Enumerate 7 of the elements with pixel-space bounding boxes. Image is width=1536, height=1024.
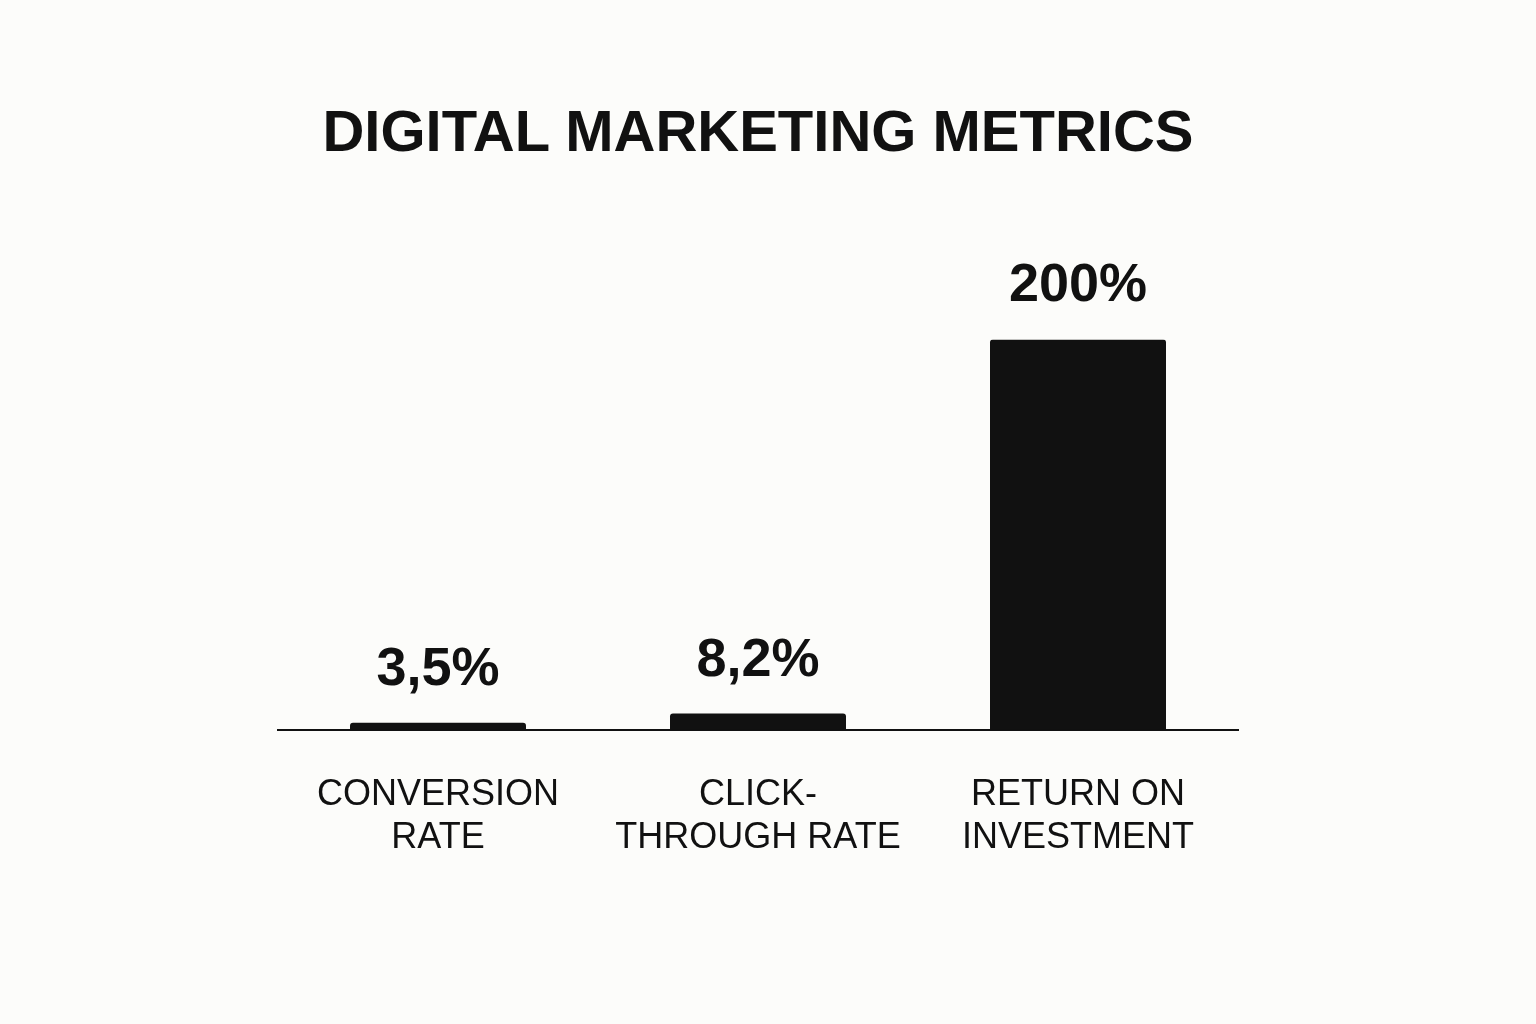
x-tick-label: CLICK-THROUGH RATE — [615, 772, 901, 857]
data-label: 8,2% — [696, 626, 820, 687]
data-label: 3,5% — [376, 635, 500, 696]
x-tick-label: RETURN ON INVESTMENT — [961, 772, 1195, 857]
data-label: 200% — [1008, 252, 1148, 313]
chart-title: DIGITAL MARKETING METRICS — [322, 97, 1194, 163]
x-tick-label: CONVERSION RATE — [316, 772, 560, 857]
